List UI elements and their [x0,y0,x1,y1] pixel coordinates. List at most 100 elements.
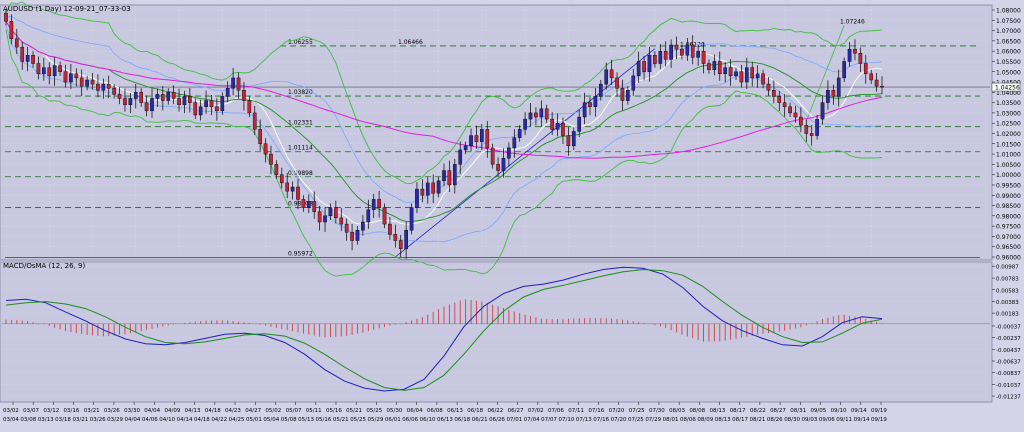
y-tick-label: 0.99500 [996,182,1021,189]
candle-body [469,135,473,147]
candle-body [366,209,371,223]
level-label: 0.99898 [288,170,313,177]
candle-body [193,102,198,116]
x-tick-label: 05/01 [246,417,262,423]
x-tick-label: 04/27 [245,408,261,414]
candle-body [517,129,522,138]
x-tick-label: 07/10 [559,417,575,423]
candle-body [285,182,290,192]
x-tick-label: 08/17 [732,417,748,423]
x-tick-label: 08/01 [663,417,679,423]
x-tick-label: 09/11 [836,417,852,423]
x-tick-label: 04/06 [142,417,158,423]
candle-body [793,112,798,118]
x-tick-label: 06/22 [487,408,503,414]
candle-body [209,100,214,107]
x-tick-label: 05/21 [346,408,362,414]
trend-line [805,25,845,122]
x-tick-label: 05/07 [286,408,302,414]
bollinger-upper [5,1,883,184]
x-tick-label: 06/01 [385,417,401,423]
candle-body [788,106,792,114]
x-tick-label: 05/13 [298,417,314,423]
candle-body [306,201,311,208]
candle-body [582,102,587,118]
candle-body [831,90,836,97]
candle-body [452,164,457,186]
candle-body [571,131,576,147]
x-tick-label: 03/13 [38,417,54,423]
candle-body [204,100,208,107]
candle-body [269,153,273,165]
y-tick-label: 0.00783 [996,277,1019,283]
candle-body [820,102,825,120]
candle-body [63,71,68,83]
candle-body [663,50,668,60]
y-tick-label: 0.00583 [996,288,1019,294]
candle-body [782,102,787,107]
x-tick-label: 08/08 [689,408,705,414]
x-tick-label: 04/04 [144,408,160,414]
candle-body [815,118,819,136]
y-tick-label: 1.03000 [996,110,1021,117]
y-tick-label: 0.00987 [996,265,1019,271]
candle-body [20,46,25,62]
candle-body [853,48,857,54]
x-tick-label: 07/01 [506,417,522,423]
candle-body [836,77,841,97]
candle-body [436,180,441,194]
x-tick-label: 04/10 [159,417,175,423]
candle-body [431,182,436,194]
candle-body [809,133,814,136]
x-tick-label: 07/11 [568,408,584,414]
candle-body [463,145,468,151]
x-tick-label: 04/09 [164,408,180,414]
x-tick-label: 08/22 [750,408,766,414]
x-tick-label: 07/29 [645,417,661,423]
y-tick-label: 1.05500 [996,59,1021,66]
candle-body [577,116,582,132]
x-tick-label: 09/06 [819,417,835,423]
candle-body [117,94,122,99]
x-tick-label: 07/25 [629,408,645,414]
candle-body [826,90,830,103]
candle-body [198,106,203,116]
x-tick-label: 07/20 [611,417,627,423]
candle-body [685,44,690,56]
candle-body [744,67,749,83]
level-label: 0.95972 [288,251,313,258]
candle-body [696,50,700,58]
candle-body [804,125,809,134]
y-tick-label: 1.03500 [996,100,1021,107]
x-tick-label: 09/05 [810,408,826,414]
candle-body [371,199,376,210]
candle-body [123,98,127,105]
candle-body [150,98,154,112]
y-tick-label: 1.07000 [996,28,1021,35]
x-tick-label: 04/13 [185,408,201,414]
candle-body [555,123,560,130]
level-label: 1.02331 [288,120,313,127]
candle-body [874,79,879,87]
candle-body [144,102,149,112]
x-tick-label: 09/19 [871,408,887,414]
candle-body [225,88,230,97]
candle-body [593,96,598,107]
candle-body [528,112,533,120]
candle-body [177,98,181,105]
candle-body [388,223,392,235]
candle-body [734,71,738,77]
candle-body [766,83,771,91]
x-tick-label: 09/14 [854,417,870,423]
y-tick-label: 0.98000 [996,213,1021,220]
candle-body [420,188,425,196]
candle-body [85,79,89,87]
candle-body [712,61,717,70]
level-label: 1.03820 [288,89,313,96]
x-tick-label: 07/30 [649,408,665,414]
y-tick-label: 1.07500 [996,18,1021,25]
candle-body [301,199,306,208]
y-tick-label: 1.05000 [996,69,1021,76]
x-tick-label: 06/13 [437,417,453,423]
